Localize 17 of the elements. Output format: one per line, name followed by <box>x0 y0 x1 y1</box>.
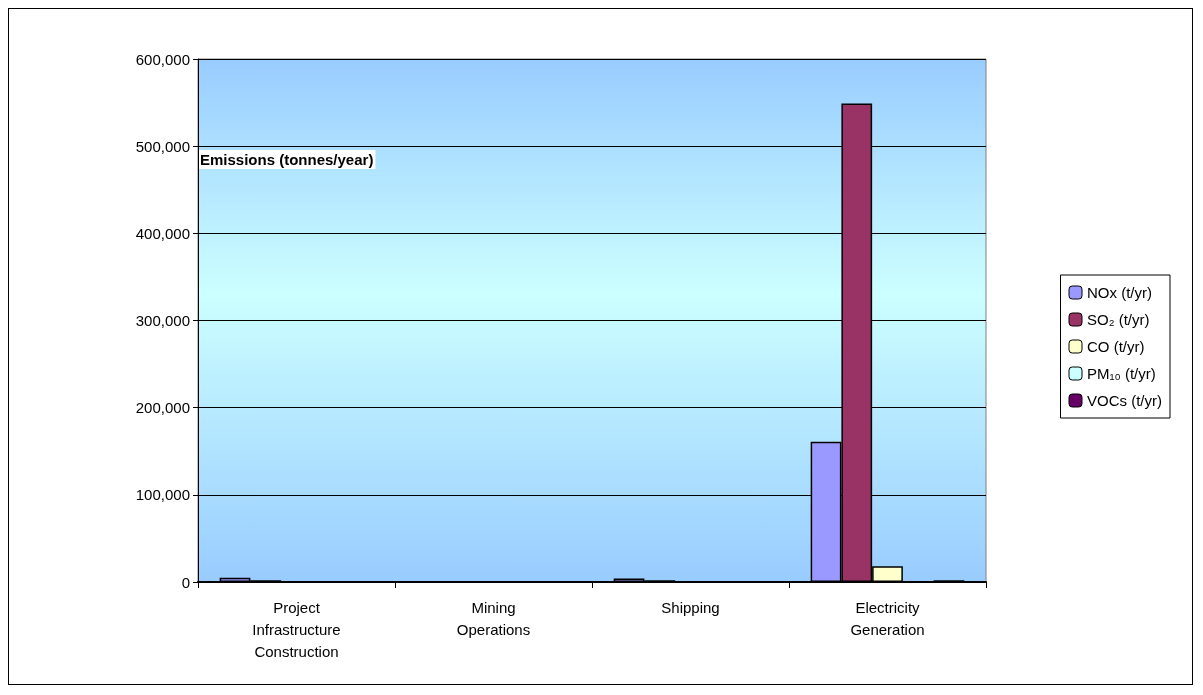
legend-label: SO₂ (t/yr) <box>1087 311 1150 328</box>
y-tick-label: 300,000 <box>135 312 190 329</box>
legend-label: CO (t/yr) <box>1087 338 1145 355</box>
y-tick-label: 600,000 <box>135 50 190 68</box>
x-tick-label: Electricity Generation <box>850 598 925 638</box>
y-tick-label: 400,000 <box>135 224 190 242</box>
legend-label: PM₁₀ (t/yr) <box>1087 365 1156 382</box>
y-tick-label: 0 <box>181 573 190 591</box>
y-tick-label: 500,000 <box>135 137 190 155</box>
x-tick-label: Project Infrastructure Construction <box>252 598 341 660</box>
y-tick-label: 100,000 <box>135 486 190 504</box>
x-tick-label: Shipping <box>661 598 720 616</box>
x-tick-label: Mining Operations <box>456 598 531 638</box>
y-axis-title: Emissions (tonnes/year) <box>200 151 374 168</box>
legend-label: NOx (t/yr) <box>1087 284 1153 301</box>
y-tick-label: 200,000 <box>135 399 190 417</box>
legend-label: VOCs (t/yr) <box>1087 392 1163 409</box>
